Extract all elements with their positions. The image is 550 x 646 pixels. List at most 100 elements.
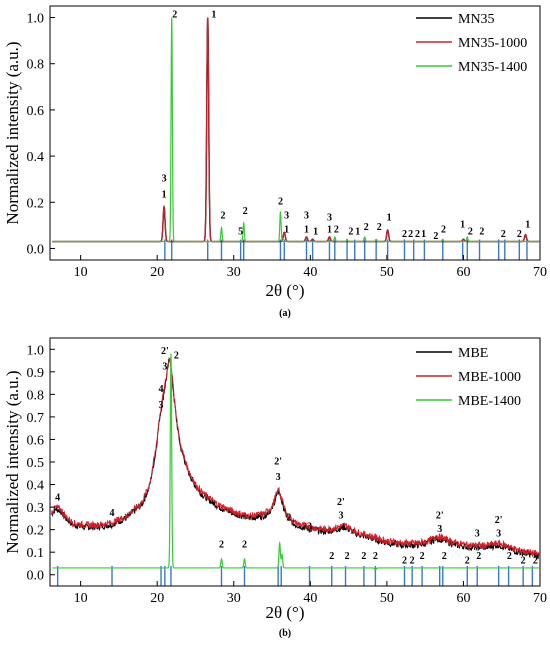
peak-annotation: 3 [475,528,480,539]
panel-caption: (b) [279,628,291,639]
peak-annotation: 2 [364,222,369,233]
y-axis-label: Normalized intensity (a.u.) [3,41,22,224]
peak-annotation: 1 [460,220,465,231]
peak-annotation: 2 [402,555,407,566]
peak-annotation: 2 [172,10,177,21]
y-tick-label: 0.0 [27,242,45,257]
peak-annotation: 3 [496,528,501,539]
x-tick-label: 40 [303,265,317,280]
x-tick-label: 40 [303,591,317,606]
legend-entry: MBE-1400 [458,394,521,409]
peak-annotation: 2 [420,551,425,562]
peak-annotation: 4 [55,492,60,503]
y-tick-label: 0.4 [27,150,45,165]
x-tick-label: 50 [380,591,394,606]
panel-caption: (a) [279,308,291,319]
peak-annotation: 1 [421,229,426,240]
series-line-mbe-1000 [51,356,540,557]
y-tick-label: 0.7 [27,411,45,426]
peak-annotation: 1 [327,224,332,235]
y-tick-label: 0.0 [27,569,45,584]
peak-annotation: 2 [278,197,283,208]
legend-entry: MN35-1400 [458,60,527,75]
series-line-mn35-1400 [52,17,540,243]
peak-annotation: 3 [307,522,312,533]
x-tick-label: 20 [150,591,164,606]
peak-annotation: 1 [304,224,309,235]
peak-annotation: 2 [468,227,473,238]
peak-annotation: 2' [495,515,503,526]
peak-annotation: 2 [334,224,339,235]
series-line-mn35-1000 [52,17,540,243]
peak-annotation: 2 [219,540,224,551]
peak-annotation: 1 [284,224,289,235]
peak-annotation: 4 [110,508,115,519]
legend-entry: MBE-1000 [458,370,521,385]
x-tick-label: 20 [150,265,164,280]
y-tick-label: 0.1 [27,546,45,561]
y-tick-label: 0.5 [27,456,45,471]
peak-annotation: 2 [174,350,179,361]
peak-annotation: 2 [408,229,413,240]
peak-annotation: 2' [337,497,345,508]
x-tick-label: 30 [227,265,241,280]
peak-annotation: 4 [159,384,164,395]
peak-annotation: 2 [243,206,248,217]
peak-annotation: 2 [286,513,291,524]
peak-annotation: 2 [377,222,382,233]
peak-annotation: 2 [348,227,353,238]
x-tick-label: 70 [533,265,547,280]
peak-annotation: 1 [162,190,167,201]
peak-annotation: 2 [373,551,378,562]
peak-annotation: 2 [410,555,415,566]
peak-annotation: 3 [276,472,281,483]
x-tick-label: 10 [74,265,88,280]
y-tick-label: 1.0 [27,12,45,27]
y-tick-label: 0.2 [27,196,45,211]
y-tick-label: 0.4 [27,479,45,494]
series-line-mbe [51,358,540,560]
peak-annotation: 2 [479,227,484,238]
legend-entry: MN35 [458,12,495,27]
y-tick-label: 0.3 [27,501,45,516]
peak-annotation: 2 [221,210,226,221]
y-tick-label: 1.0 [27,343,45,358]
peak-annotation: 3 [327,213,332,224]
peak-annotation: 2 [329,551,334,562]
x-tick-label: 60 [456,591,470,606]
peak-annotation: 2 [361,551,366,562]
peak-annotation: 2 [345,551,350,562]
peak-annotation: 2 [442,551,447,562]
peak-annotation: 2 [507,551,512,562]
x-tick-label: 10 [74,591,88,606]
peak-annotation: 1 [313,227,318,238]
peak-annotation: 3 [338,510,343,521]
peak-annotation: 2 [465,555,470,566]
peak-annotation: 2 [517,229,522,240]
x-tick-label: 60 [456,265,470,280]
peak-annotation: 2' [161,346,169,357]
series-line-mbe-1400 [52,353,540,571]
peak-annotation: 2 [533,555,538,566]
x-tick-label: 30 [227,591,241,606]
plot-frame [49,5,541,261]
y-tick-label: 0.8 [27,388,45,403]
x-tick-label: 50 [380,265,394,280]
peak-annotation: 3 [162,362,167,373]
y-tick-label: 0.6 [27,104,45,119]
peak-annotation: 1 [387,213,392,224]
y-tick-label: 0.2 [27,524,45,539]
peak-annotation: 2 [415,229,420,240]
peak-annotation: 1 [211,10,216,21]
peak-annotation: 3 [437,524,442,535]
peak-annotation: 1 [525,220,530,231]
x-axis-label: 2θ (°) [265,603,304,622]
peak-annotation: 2 [501,229,506,240]
peak-annotation: 2 [402,229,407,240]
peak-annotation: 1 [355,227,360,238]
peak-annotation: 2 [521,555,526,566]
legend-entry: MN35-1000 [458,36,527,51]
x-tick-label: 70 [533,591,547,606]
y-axis-label: Normalized intensity (a.u.) [3,370,22,553]
